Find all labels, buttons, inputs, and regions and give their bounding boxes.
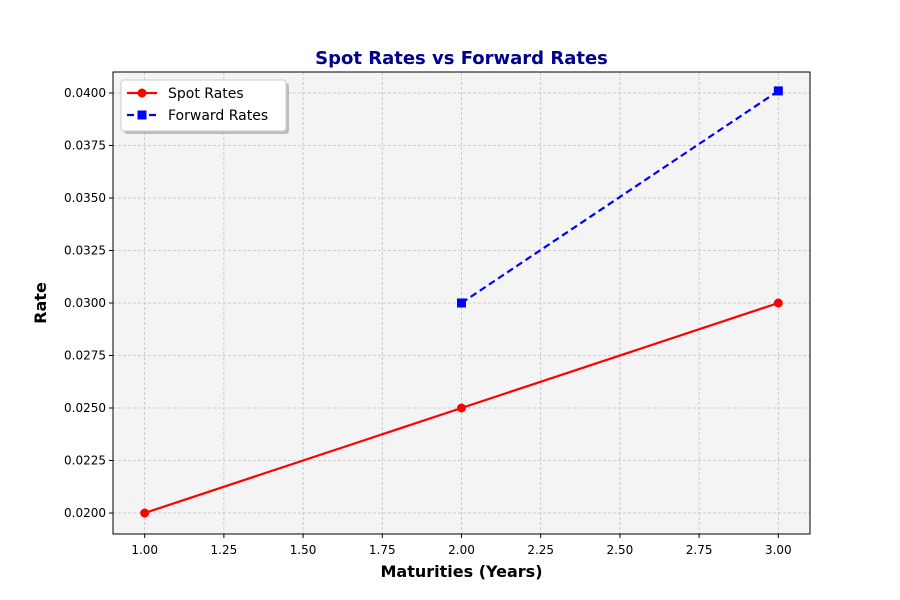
x-tick-label: 1.25 — [211, 543, 238, 557]
y-tick-label: 0.0375 — [64, 139, 106, 153]
y-tick-label: 0.0200 — [64, 506, 106, 520]
legend-forward-rates-label: Forward Rates — [168, 108, 268, 124]
axes: 1.00 1.25 1.50 1.75 2.00 2.25 2.50 2.75 3.00 0.02… — [64, 71, 811, 557]
y-tick-label: 0.0300 — [64, 296, 106, 310]
forward-rates-point — [773, 86, 783, 96]
x-axis-label: Maturities (Years) — [380, 562, 542, 581]
y-tick-label: 0.0325 — [64, 244, 106, 258]
y-tick-label: 0.0250 — [64, 401, 106, 415]
y-tick-label: 0.0400 — [64, 86, 106, 100]
spot-rates-point — [140, 508, 150, 518]
x-tick-label: 2.50 — [607, 543, 634, 557]
y-tick-label: 0.0275 — [64, 349, 106, 363]
x-tick-label: 2.00 — [448, 543, 475, 557]
legend-box — [120, 79, 287, 132]
chart-title: Spot Rates vs Forward Rates — [315, 48, 608, 69]
x-tick-label: 2.75 — [686, 543, 713, 557]
plot-frame — [112, 71, 811, 535]
series-layer — [140, 86, 783, 518]
legend-forward-rates-marker — [137, 110, 147, 120]
y-axis-label: Rate — [31, 282, 50, 324]
x-tick-label: 3.00 — [765, 543, 792, 557]
x-tick-label: 1.00 — [131, 543, 158, 557]
spot-rates-point — [773, 298, 783, 308]
x-tick-label: 1.50 — [290, 543, 317, 557]
x-tick-label: 2.25 — [527, 543, 554, 557]
legend-spot-rates-label: Spot Rates — [168, 86, 244, 102]
y-tick-label: 0.0225 — [64, 454, 106, 468]
forward-rates-line — [460, 89, 779, 304]
y-tick-label: 0.0350 — [64, 191, 106, 205]
legend-spot-rates-marker — [137, 88, 147, 98]
forward-rates-point — [457, 298, 466, 308]
legend: Spot Rates Forward Rates — [120, 79, 289, 134]
spot-rates-point — [457, 403, 466, 413]
x-tick-label: 1.75 — [369, 543, 396, 557]
